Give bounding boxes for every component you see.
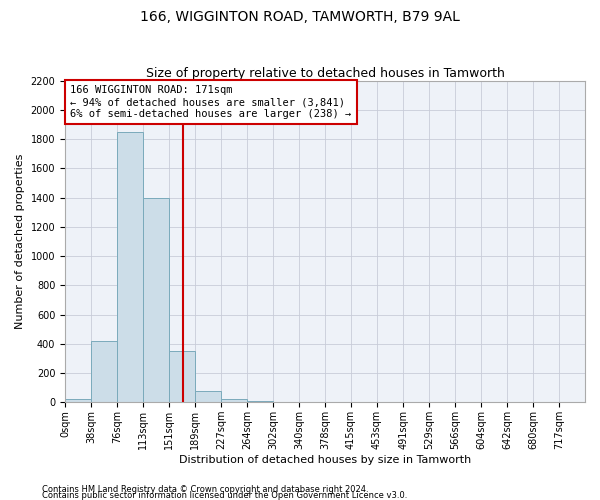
Text: 166 WIGGINTON ROAD: 171sqm
← 94% of detached houses are smaller (3,841)
6% of se: 166 WIGGINTON ROAD: 171sqm ← 94% of deta… (70, 86, 352, 118)
Bar (91, 341, 118, 402)
Title: Size of property relative to detached houses in Tamworth: Size of property relative to detached ho… (146, 66, 505, 80)
Bar (195, 390, 221, 402)
Bar (169, 351, 195, 403)
Bar (221, 398, 247, 402)
X-axis label: Distribution of detached houses by size in Tamworth: Distribution of detached houses by size … (179, 455, 471, 465)
Y-axis label: Number of detached properties: Number of detached properties (15, 154, 25, 329)
Text: Contains public sector information licensed under the Open Government Licence v3: Contains public sector information licen… (42, 490, 407, 500)
Bar (65, 400, 91, 402)
Bar (143, 198, 169, 402)
Bar (118, 132, 143, 402)
Text: 166, WIGGINTON ROAD, TAMWORTH, B79 9AL: 166, WIGGINTON ROAD, TAMWORTH, B79 9AL (140, 10, 460, 24)
Bar (247, 401, 273, 402)
Text: Contains HM Land Registry data © Crown copyright and database right 2024.: Contains HM Land Registry data © Crown c… (42, 484, 368, 494)
